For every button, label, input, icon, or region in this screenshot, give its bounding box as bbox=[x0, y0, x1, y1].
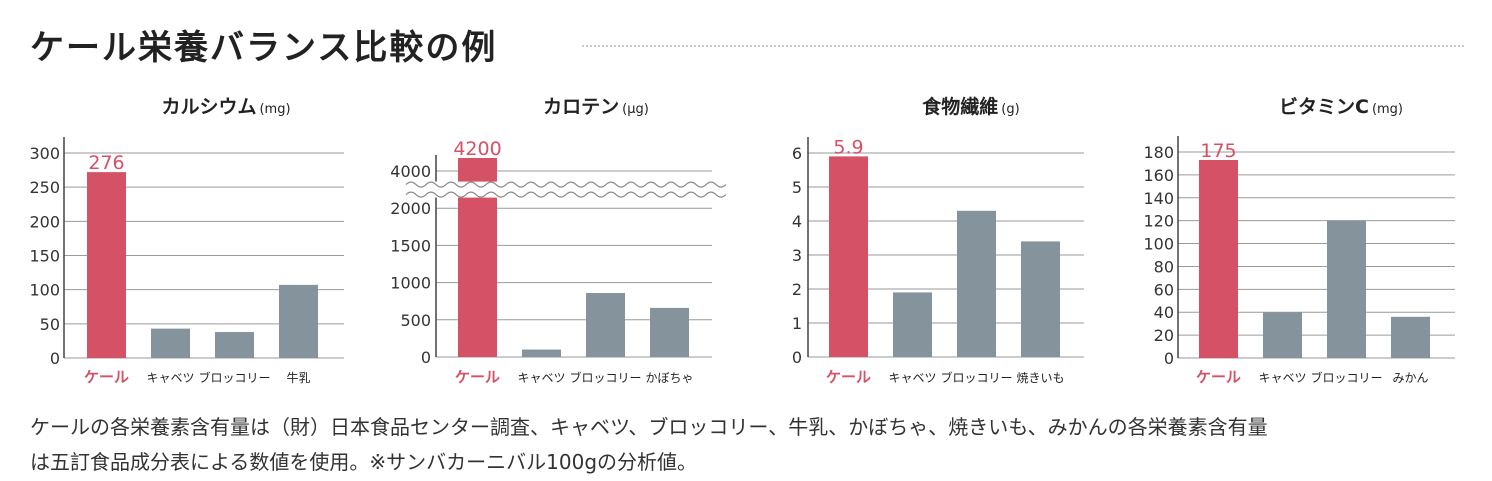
footnote: ケールの各栄養素含有量は（財）日本食品センター調査、キャベツ、ブロッコリー、牛乳… bbox=[30, 410, 1480, 480]
chart-carotene: カロテン (μg) 0 500 1000 1500 2000 4000 4200 ケール キャベツブ… bbox=[372, 0, 744, 400]
chart-unit: (g) bbox=[1001, 102, 1019, 117]
bar-value-label: 175 bbox=[1200, 140, 1236, 162]
bar bbox=[829, 156, 868, 357]
chart-carotene-svg: カロテン (μg) 0 500 1000 1500 2000 4000 4200 ケール キャベツブ… bbox=[390, 96, 727, 386]
y-tick-label: 20 bbox=[1154, 326, 1174, 345]
chart-title: カロテン (μg) bbox=[543, 96, 649, 118]
chart-title-text: カルシウム bbox=[161, 96, 256, 118]
y-tick-label: 1 bbox=[792, 314, 802, 333]
chart-title-text: ビタミンC bbox=[1279, 96, 1369, 118]
y-tick-label: 0 bbox=[1164, 349, 1174, 368]
y-tick-label: 2 bbox=[792, 280, 802, 299]
bar bbox=[650, 307, 689, 357]
x-category-label: みかん bbox=[1392, 371, 1428, 385]
bar bbox=[279, 284, 318, 358]
bar bbox=[1263, 312, 1302, 358]
y-tick-label: 50 bbox=[40, 315, 60, 334]
y-tick-label: 100 bbox=[1143, 235, 1174, 254]
chart-fiber-svg: 食物繊維 (g) 0 1 2 3 4 5 6 5.9 ケール キャベツ ブロッコリー 焼きいも bbox=[792, 95, 1084, 386]
y-tick-label: 4 bbox=[792, 212, 802, 231]
y-tick-label: 200 bbox=[29, 212, 60, 231]
x-category-label: ケール bbox=[826, 368, 871, 386]
chart-unit: (mg) bbox=[259, 102, 290, 117]
bar-value-label: 5.9 bbox=[833, 136, 863, 158]
x-category-label: 焼きいも bbox=[1016, 371, 1064, 385]
axis-break-mask bbox=[406, 181, 714, 198]
bar bbox=[87, 172, 126, 358]
chart-vitamin-c-svg: ビタミンC (mg) 0 20 40 60 80 100 120 140 160 180 175 ケール キ… bbox=[1143, 96, 1455, 386]
y-tick-label: 500 bbox=[400, 311, 431, 330]
y-tick-label: 150 bbox=[29, 247, 60, 266]
axis-break-wave bbox=[405, 181, 727, 188]
y-tick-label: 0 bbox=[421, 348, 431, 367]
bar bbox=[151, 328, 190, 358]
chart-calcium: カルシウム (mg) 0 50 100 150 200 250 300 276 ケール キャベツ ブロッ… bbox=[0, 0, 372, 400]
y-tick-label: 100 bbox=[29, 281, 60, 300]
bar-value-label: 4200 bbox=[453, 138, 501, 160]
y-tick-label: 250 bbox=[29, 178, 60, 197]
y-tick-label: 140 bbox=[1143, 189, 1174, 208]
y-tick-label: 2000 bbox=[390, 199, 431, 218]
y-tick-label: 1000 bbox=[390, 274, 431, 293]
y-tick-label: 4000 bbox=[390, 162, 431, 181]
x-category-label: ケール bbox=[1196, 368, 1241, 386]
y-tick-label: 120 bbox=[1143, 212, 1174, 231]
y-tick-label: 5 bbox=[792, 178, 802, 197]
y-tick-label: 180 bbox=[1143, 143, 1174, 162]
x-category-label: キャベツ bbox=[888, 371, 936, 385]
bar bbox=[957, 210, 996, 357]
bar bbox=[215, 332, 254, 358]
x-category-label: かぼちゃ bbox=[645, 371, 693, 385]
footnote-line-2: は五訂食品成分表による数値を使用。※サンバカーニバル100gの分析値。 bbox=[30, 450, 698, 474]
x-category-label: 牛乳 bbox=[286, 370, 310, 385]
y-tick-label: 6 bbox=[792, 144, 802, 163]
chart-fiber: 食物繊維 (g) 0 1 2 3 4 5 6 5.9 ケール キャベツ ブロッコリー 焼きいも bbox=[744, 0, 1116, 400]
footnote-line-1: ケールの各栄養素含有量は（財）日本食品センター調査、キャベツ、ブロッコリー、牛乳… bbox=[30, 415, 1268, 439]
y-tick-label: 80 bbox=[1154, 257, 1174, 276]
x-category-label: キャベツ bbox=[517, 371, 565, 385]
bar bbox=[522, 349, 561, 357]
chart-unit: (mg) bbox=[1372, 102, 1403, 117]
y-tick-label: 60 bbox=[1154, 280, 1174, 299]
y-tick-label: 40 bbox=[1154, 303, 1174, 322]
x-category-label: キャベツ bbox=[1258, 371, 1306, 385]
chart-vitamin-c: ビタミンC (mg) 0 20 40 60 80 100 120 140 160 180 175 ケール キ… bbox=[1116, 0, 1488, 400]
x-category-label: ブロッコリー bbox=[940, 370, 1012, 385]
bar bbox=[1021, 241, 1060, 357]
bar-value-label: 276 bbox=[88, 152, 124, 174]
chart-title: ビタミンC (mg) bbox=[1279, 96, 1403, 118]
y-tick-label: 160 bbox=[1143, 166, 1174, 185]
chart-calcium-svg: カルシウム (mg) 0 50 100 150 200 250 300 276 ケール キャベツ ブロッ… bbox=[29, 96, 344, 386]
bar bbox=[1327, 220, 1366, 358]
y-tick-label: 300 bbox=[29, 144, 60, 163]
bar bbox=[586, 293, 625, 357]
y-tick-label: 1500 bbox=[390, 236, 431, 255]
chart-title-text: カロテン bbox=[543, 96, 619, 118]
page-title: ケール栄養バランス比較の例 bbox=[30, 28, 498, 68]
chart-title: カルシウム (mg) bbox=[161, 96, 290, 118]
chart-title: 食物繊維 (g) bbox=[922, 95, 1019, 118]
y-tick-label: 0 bbox=[792, 348, 802, 367]
chart-unit: (μg) bbox=[622, 102, 649, 117]
y-tick-label: 0 bbox=[50, 349, 60, 368]
y-tick-label: 3 bbox=[792, 246, 802, 265]
chart-title-text: 食物繊維 bbox=[922, 95, 998, 118]
x-category-label: ブロッコリー bbox=[1310, 370, 1382, 385]
x-category-label: ケール bbox=[455, 368, 500, 386]
bar bbox=[1391, 316, 1430, 358]
x-category-label: キャベツ bbox=[146, 371, 194, 385]
x-category-label: ケール bbox=[84, 368, 129, 386]
axis-break-wave bbox=[405, 191, 727, 198]
title-dotted-rule bbox=[582, 45, 1464, 47]
x-category-label: ブロッコリー bbox=[198, 370, 270, 385]
x-category-label: ブロッコリー bbox=[569, 370, 641, 385]
bar bbox=[1199, 160, 1238, 358]
bar bbox=[893, 292, 932, 357]
